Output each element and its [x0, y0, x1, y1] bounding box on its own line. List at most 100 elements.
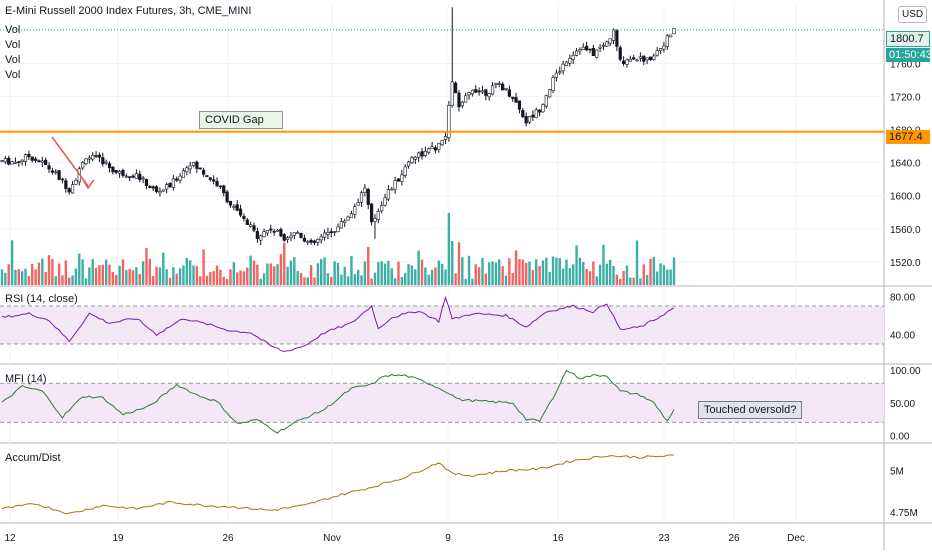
volume-bar: [78, 253, 81, 285]
price-tick-label: 1560.0: [890, 225, 921, 236]
volume-bar: [625, 265, 629, 285]
volume-bar: [461, 257, 464, 285]
candle-body: [591, 48, 595, 57]
candle-body: [474, 89, 478, 93]
volume-bar: [118, 265, 121, 285]
volume-bar: [266, 263, 269, 285]
volume-bar: [508, 258, 511, 285]
candle-body: [403, 166, 407, 176]
volume-bar: [336, 262, 340, 285]
candle-body: [406, 161, 411, 167]
candle-body: [487, 93, 491, 98]
volume-bar: [494, 262, 498, 285]
candle-body: [598, 46, 602, 49]
currency-button[interactable]: USD: [898, 6, 928, 23]
candle-body: [245, 219, 249, 225]
candle-body: [561, 63, 565, 72]
volume-bar: [175, 273, 178, 285]
candle-body: [507, 89, 511, 97]
candle-body: [238, 208, 243, 216]
volume-bar: [420, 259, 424, 285]
volume-bar: [323, 257, 326, 285]
volume-bar: [104, 259, 108, 285]
volume-bar: [165, 269, 168, 285]
volume-bar: [306, 277, 309, 285]
candle-body: [359, 192, 364, 203]
time-tick-label: 16: [552, 533, 564, 544]
volume-bar: [387, 260, 390, 285]
volume-bar: [155, 266, 158, 285]
volume-bar: [316, 263, 320, 285]
candle-body: [638, 56, 642, 59]
volume-bar: [407, 264, 410, 285]
volume-bar: [158, 267, 162, 285]
candle-body: [195, 161, 199, 169]
chart-title: E-Mini Russell 2000 Index Futures, 3h, C…: [5, 5, 252, 17]
candle-body: [232, 205, 236, 208]
candle-body: [124, 175, 128, 178]
volume-bar: [575, 245, 578, 285]
volume-bar: [303, 277, 306, 285]
volume-bar: [34, 269, 37, 285]
volume-bar: [383, 263, 387, 285]
volume-bar: [602, 244, 605, 285]
price-tick-label: 1520.0: [890, 258, 921, 269]
vol-label: Vol: [5, 54, 21, 66]
candle-body: [205, 175, 209, 177]
candle-body: [433, 147, 438, 151]
volume-bar: [390, 268, 393, 285]
volume-bar: [17, 269, 20, 285]
volume-bar: [98, 265, 101, 285]
volume-bar: [249, 255, 252, 285]
volume-bar: [61, 275, 64, 285]
price-tick-label: 1640.0: [890, 159, 921, 170]
volume-bar: [498, 259, 501, 285]
volume-bar: [256, 264, 259, 285]
candle-body: [551, 77, 555, 91]
candle-body: [296, 232, 300, 234]
candle-body: [443, 135, 448, 140]
candle-body: [608, 38, 612, 44]
candle-body: [574, 50, 579, 56]
level-price-tag: 1677.4: [886, 130, 930, 144]
candle-body: [554, 72, 558, 78]
volume-bar: [672, 257, 676, 285]
candle-body: [460, 101, 464, 107]
volume-bar: [309, 265, 313, 285]
volume-bar: [457, 242, 461, 285]
volume-bar: [91, 259, 94, 285]
trend-arrow: [51, 136, 89, 187]
candle-body: [208, 177, 212, 180]
candlesticks: [0, 7, 676, 247]
candle-body: [477, 90, 481, 93]
candle-body: [329, 231, 333, 234]
volume-bar: [447, 213, 451, 285]
candle-body: [279, 229, 283, 237]
candle-body: [151, 186, 155, 189]
volume-bar: [182, 265, 185, 285]
candle-body: [27, 154, 31, 158]
candle-body: [420, 151, 424, 157]
volume-bar: [645, 275, 649, 285]
volume-bar: [320, 259, 323, 285]
volume-bar: [178, 268, 182, 285]
candle-body: [114, 170, 118, 173]
volume-bar: [635, 240, 639, 285]
volume-bar: [0, 269, 4, 285]
volume-bar: [202, 249, 205, 285]
volume-bar: [649, 258, 652, 285]
candle-body: [524, 116, 528, 124]
candle-body: [0, 160, 4, 162]
candle-body: [104, 161, 108, 164]
candle-body: [148, 186, 152, 188]
volume-bar: [148, 258, 152, 285]
candle-body: [228, 200, 233, 206]
candle-body: [437, 142, 441, 150]
volume-bar: [535, 259, 538, 285]
candle-body: [144, 178, 149, 186]
candle-body: [376, 211, 380, 220]
candle-body: [222, 185, 226, 194]
volume-bar: [272, 266, 276, 285]
